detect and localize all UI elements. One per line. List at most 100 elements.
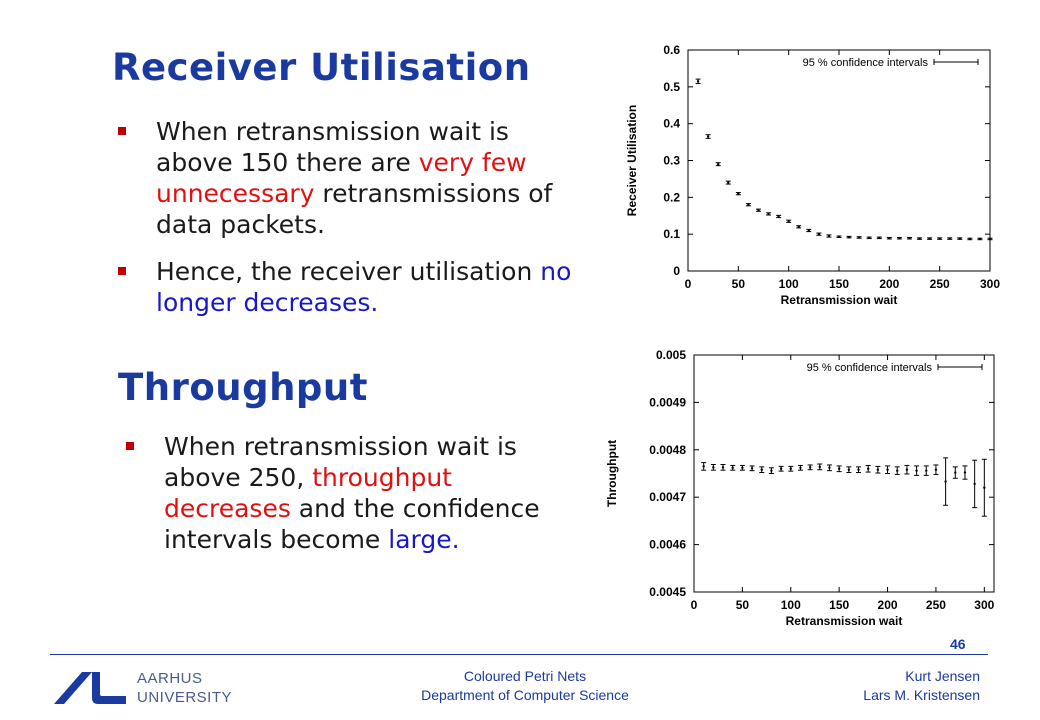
university-name-line1: AARHUS	[137, 670, 203, 687]
footer-center: Coloured Petri Nets Department of Comput…	[380, 667, 670, 705]
x-tick-label: 250	[930, 277, 950, 291]
page-number: 46	[950, 636, 966, 652]
x-tick-label: 0	[685, 277, 692, 291]
footer-divider	[50, 654, 988, 655]
receiver-utilisation-chart: 0 50 100 150 200 250 300 0 0.1 0.2 0.3 0.4 0.5 0.6 Ret…	[625, 43, 1000, 307]
data-point	[896, 469, 899, 472]
data-point	[760, 468, 763, 471]
bullet-text: throughput decreases	[164, 463, 452, 523]
data-point	[847, 235, 851, 239]
footer-authors: Kurt Jensen Lars M. Kristensen	[790, 667, 980, 705]
slide-title-throughput: Throughput	[118, 366, 368, 409]
x-tick-label: 200	[878, 598, 898, 612]
data-point	[721, 466, 725, 469]
bullet-marker-icon	[118, 127, 126, 135]
data-point	[954, 471, 957, 474]
data-point	[757, 209, 760, 212]
data-point	[828, 466, 831, 470]
data-point	[737, 192, 740, 195]
data-point	[978, 237, 982, 241]
data-point	[837, 467, 841, 470]
bullet-list-receiver-utilisation: When retransmission wait is above 150 th…	[118, 116, 588, 334]
x-tick-label: 100	[779, 277, 799, 291]
data-point	[988, 237, 992, 241]
y-tick-label: 0.0049	[649, 395, 686, 409]
x-tick-label: 50	[736, 598, 750, 612]
y-tick-label: 0.0045	[649, 585, 686, 599]
data-point	[731, 466, 734, 470]
legend-label: 95 % confidence intervals	[803, 57, 929, 69]
data-point	[963, 471, 967, 474]
y-tick-label: 0.005	[656, 348, 686, 362]
bullet-text: When retransmission wait is above 150 th…	[156, 117, 509, 177]
data-point	[857, 236, 861, 239]
data-point	[789, 467, 792, 470]
x-tick-label: 150	[829, 277, 849, 291]
bullet-text: retransmissions of data packets.	[156, 179, 553, 239]
x-tick-label: 300	[974, 598, 994, 612]
data-point	[770, 469, 773, 472]
data-point	[934, 468, 938, 471]
data-point	[928, 237, 931, 240]
data-point	[886, 468, 889, 471]
bullet-marker-icon	[118, 267, 126, 275]
data-point	[958, 237, 961, 240]
data-point	[938, 237, 941, 240]
data-point	[787, 220, 790, 223]
bullet-marker-icon	[126, 442, 134, 450]
data-point	[898, 237, 901, 240]
bullet-text: large.	[388, 525, 460, 554]
data-point	[797, 225, 800, 228]
footer-author-1: Kurt Jensen	[905, 668, 980, 684]
data-point	[808, 466, 812, 469]
bullet-item: When retransmission wait is above 250, t…	[126, 431, 576, 555]
university-name: AARHUS UNIVERSITY	[137, 669, 232, 707]
data-point	[747, 203, 750, 206]
y-tick-label: 0.4	[663, 117, 680, 131]
data-point	[857, 468, 860, 471]
x-tick-label: 150	[829, 598, 849, 612]
data-point	[702, 465, 705, 468]
bullet-text: very few unnecessary	[156, 148, 527, 208]
bullet-text: no longer decreases.	[156, 257, 572, 317]
data-point	[818, 465, 822, 469]
data-point	[866, 467, 870, 470]
data-point	[817, 232, 821, 236]
slide-title-receiver-utilisation: Receiver Utilisation	[112, 46, 531, 89]
x-tick-label: 0	[691, 598, 698, 612]
data-point	[827, 234, 831, 238]
data-point	[948, 237, 951, 240]
data-point	[717, 162, 720, 166]
data-point	[706, 135, 710, 138]
x-tick-label: 300	[980, 277, 1000, 291]
footer-department: Department of Computer Science	[421, 687, 629, 703]
x-axis-label: Retransmission wait	[781, 293, 898, 307]
university-name-line2: UNIVERSITY	[137, 689, 233, 706]
bullet-text: and the confidence intervals become	[164, 494, 540, 554]
data-point	[983, 486, 986, 489]
y-axis-label: Throughput	[605, 440, 619, 507]
y-axis-label: Receiver Utilisation	[625, 105, 639, 216]
plot-frame	[693, 354, 995, 593]
data-point	[908, 237, 911, 240]
footer-course: Coloured Petri Nets	[463, 668, 587, 684]
data-point	[868, 236, 871, 240]
y-tick-label: 0.5	[663, 80, 680, 94]
data-point	[888, 237, 891, 240]
data-point	[807, 229, 810, 232]
bullet-text: Hence, the receiver utilisation	[156, 257, 541, 286]
data-point	[968, 237, 972, 241]
x-tick-label: 250	[926, 598, 946, 612]
data-point	[905, 468, 909, 471]
data-point	[837, 235, 841, 238]
data-point	[876, 468, 880, 471]
data-point	[767, 212, 770, 216]
data-point	[878, 236, 881, 240]
y-tick-label: 0.0047	[649, 490, 686, 504]
bullet-item: When retransmission wait is above 150 th…	[118, 116, 588, 240]
data-point	[925, 469, 928, 472]
data-point	[973, 482, 976, 486]
aarhus-university-logo-icon	[54, 672, 126, 704]
y-tick-label: 0.1	[663, 227, 680, 241]
x-axis-label: Retransmission wait	[786, 614, 903, 628]
